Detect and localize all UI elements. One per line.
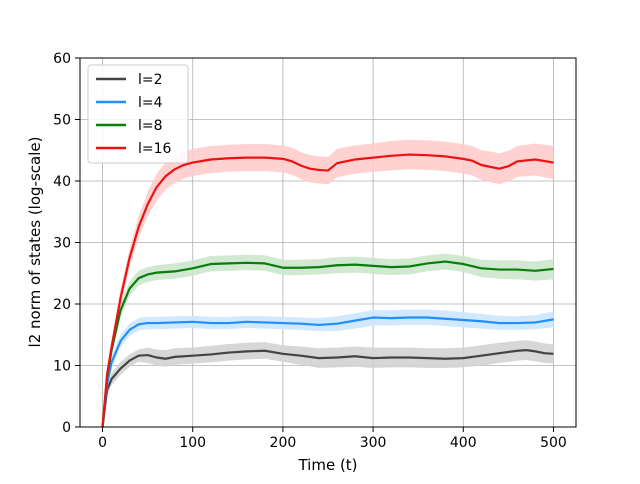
series-band-3 bbox=[102, 253, 554, 427]
x-axis-label: Time (t) bbox=[297, 456, 357, 474]
series-band-4 bbox=[102, 139, 554, 428]
series-line-3 bbox=[101, 260, 554, 428]
legend-box bbox=[87, 64, 189, 164]
series-line-1 bbox=[101, 349, 554, 428]
y-axis-label: l2 norm of states (log-scale) bbox=[26, 137, 44, 348]
x-tick-label: 300 bbox=[360, 435, 387, 451]
y-tick-label: 20 bbox=[53, 297, 71, 313]
x-tick-label: 500 bbox=[540, 435, 567, 451]
legend-label-1: l=2 bbox=[138, 72, 163, 88]
x-tick-label: 400 bbox=[450, 435, 477, 451]
y-tick-label: 30 bbox=[53, 236, 71, 252]
series-line-2 bbox=[101, 316, 554, 428]
series-lines bbox=[101, 153, 554, 428]
series-band-2 bbox=[102, 309, 554, 427]
legend: l=2 l=4 l=8 l=16 bbox=[87, 64, 189, 164]
x-tick-label: 100 bbox=[179, 435, 206, 451]
legend-label-4: l=16 bbox=[138, 141, 172, 157]
series-line-4 bbox=[101, 153, 554, 428]
confidence-bands bbox=[102, 139, 554, 428]
y-tick-label: 60 bbox=[53, 51, 71, 67]
y-tick-label: 10 bbox=[53, 359, 71, 375]
x-tick-label: 0 bbox=[98, 435, 107, 451]
legend-label-3: l=8 bbox=[138, 118, 163, 134]
axis-ticks: 0 100 200 300 400 500 0 10 20 30 40 50 60 bbox=[53, 51, 567, 451]
x-tick-label: 200 bbox=[270, 435, 297, 451]
series-band-1 bbox=[102, 340, 554, 427]
y-tick-label: 40 bbox=[53, 174, 71, 190]
y-tick-label: 0 bbox=[62, 420, 71, 436]
y-tick-label: 50 bbox=[53, 113, 71, 129]
legend-label-2: l=4 bbox=[138, 95, 163, 111]
